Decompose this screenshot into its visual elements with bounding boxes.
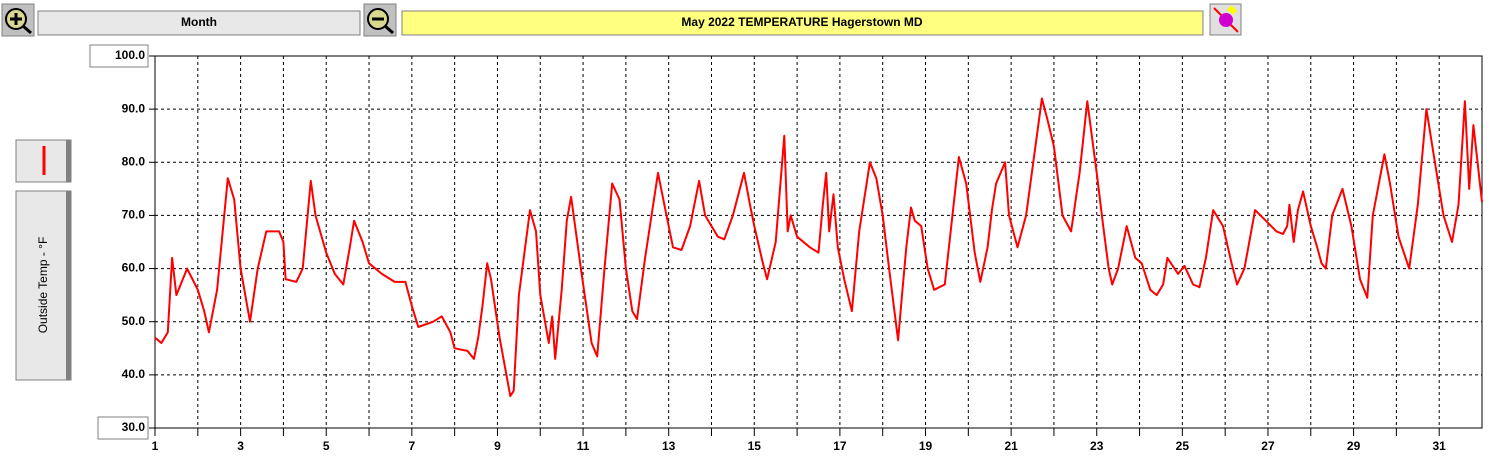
legend-label: Outside Temp - °F xyxy=(36,237,50,334)
period-label: Month xyxy=(181,15,217,29)
x-tick-label: 11 xyxy=(577,439,590,453)
zoom-out-button[interactable] xyxy=(363,3,397,37)
x-tick-label: 3 xyxy=(237,439,244,453)
y-tick-label: 90.0 xyxy=(122,101,146,115)
x-tick-label: 19 xyxy=(919,439,933,453)
x-tick-label: 21 xyxy=(1004,439,1018,453)
period-button[interactable]: Month xyxy=(37,10,361,36)
temperature-line xyxy=(154,97,1483,398)
y-limit-box xyxy=(89,44,149,68)
title-bar xyxy=(401,10,1204,36)
x-tick-label: 7 xyxy=(408,439,415,453)
color-picker-button[interactable] xyxy=(1209,3,1242,36)
x-tick-label: 13 xyxy=(662,439,676,453)
zoom-in-button[interactable] xyxy=(1,3,35,37)
x-tick-label: 29 xyxy=(1347,439,1361,453)
x-tick-label: 5 xyxy=(323,439,330,453)
x-tick-label: 27 xyxy=(1261,439,1275,453)
x-tick-label: 9 xyxy=(494,439,501,453)
x-tick-label: 31 xyxy=(1433,439,1447,453)
y-tick-label: 100.0 xyxy=(115,48,145,62)
legend-swatch-button[interactable] xyxy=(15,139,72,183)
y-tick-label: 80.0 xyxy=(122,154,146,168)
legend-label-button[interactable]: Outside Temp - °F xyxy=(15,190,72,381)
x-tick-label: 15 xyxy=(748,439,762,453)
y-tick-label: 30.0 xyxy=(122,420,146,434)
y-tick-label: 40.0 xyxy=(122,367,146,381)
x-tick-label: 25 xyxy=(1176,439,1190,453)
y-limit-box xyxy=(97,416,149,440)
y-tick-label: 60.0 xyxy=(122,261,146,275)
x-tick-label: 17 xyxy=(833,439,847,453)
x-tick-label: 23 xyxy=(1090,439,1104,453)
y-tick-label: 70.0 xyxy=(122,208,146,222)
y-tick-label: 50.0 xyxy=(122,314,146,328)
chart-title: May 2022 TEMPERATURE Hagerstown MD xyxy=(681,15,922,29)
x-tick-label: 1 xyxy=(152,439,159,453)
plot-frame xyxy=(154,55,1483,429)
